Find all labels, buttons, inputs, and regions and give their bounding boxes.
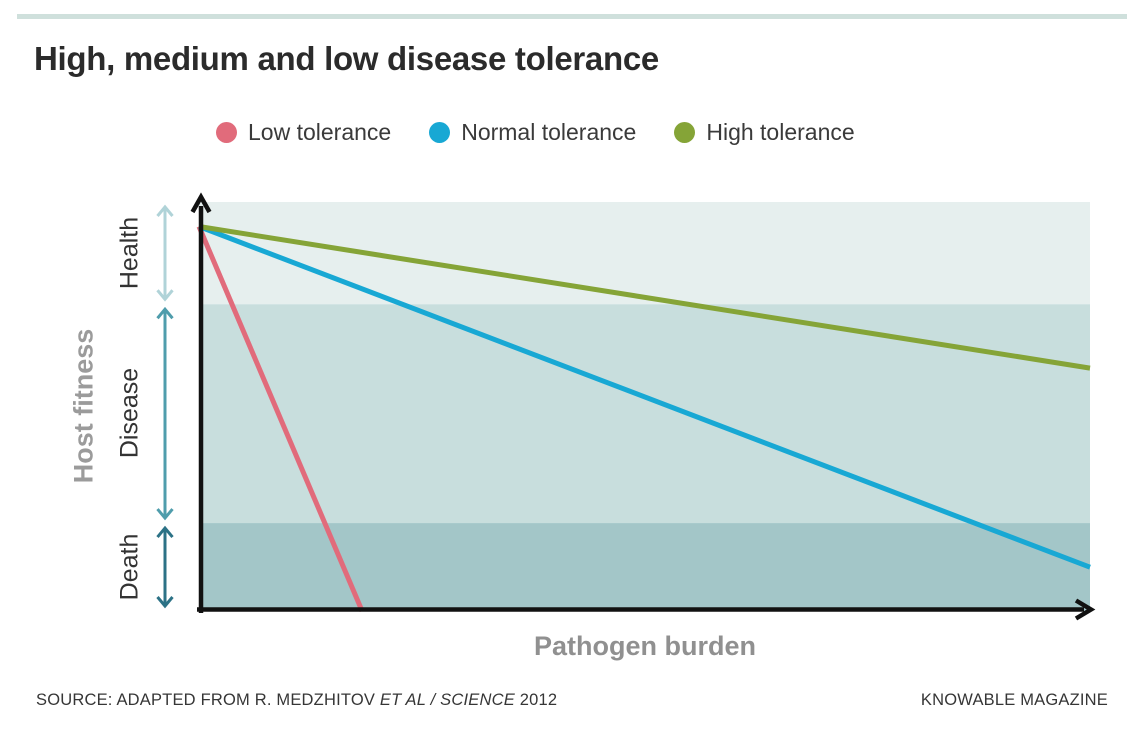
legend-item-normal-tolerance: Normal tolerance: [429, 119, 636, 146]
legend-item-high-tolerance: High tolerance: [674, 119, 855, 146]
page-title: High, medium and low disease tolerance: [34, 40, 659, 77]
source-suffix: 2012: [514, 691, 558, 709]
legend-dot-high-icon: [674, 122, 696, 143]
publisher-credit: KNOWABLE MAGAZINE: [920, 691, 1108, 709]
band-label-disease: Disease: [115, 367, 144, 459]
legend: Low tolerance Normal tolerance High tole…: [216, 119, 855, 146]
legend-dot-low-icon: [216, 122, 237, 143]
band-label-death: Death: [115, 533, 144, 601]
legend-label-low: Low tolerance: [248, 119, 392, 145]
legend-dot-normal-icon: [429, 122, 451, 143]
y-axis-label: Host fitness: [68, 328, 99, 484]
top-accent-rule: [17, 14, 1127, 19]
legend-label-high: High tolerance: [706, 119, 855, 145]
band-label-health: Health: [115, 216, 144, 290]
legend-item-low-tolerance: Low tolerance: [216, 119, 391, 146]
legend-label-normal: Normal tolerance: [461, 119, 637, 145]
source-credit: SOURCE: ADAPTED FROM R. MEDZHITOV ET AL …: [36, 691, 557, 710]
source-italic: ET AL / SCIENCE: [379, 691, 515, 709]
source-prefix: SOURCE: ADAPTED FROM R. MEDZHITOV: [36, 691, 380, 709]
x-axis-label: Pathogen burden: [534, 631, 756, 661]
